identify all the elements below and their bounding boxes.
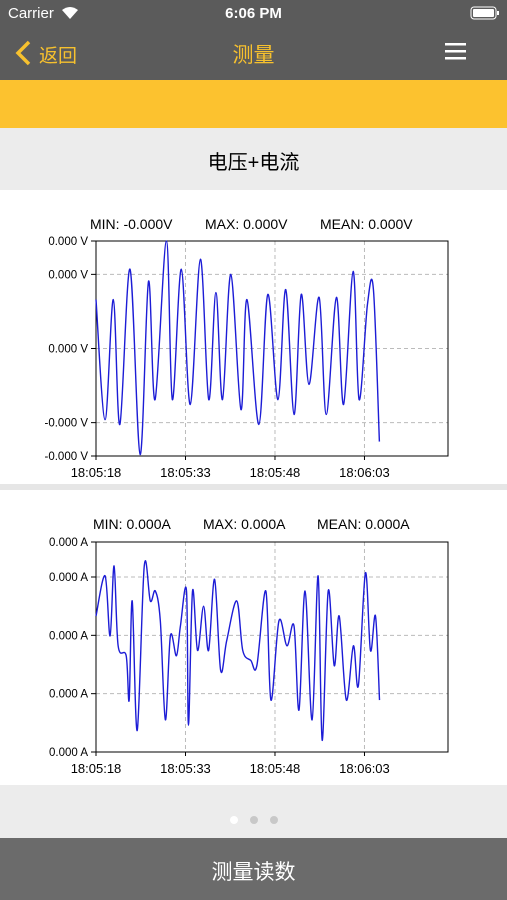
y-tick-label: 0.000 A (49, 689, 88, 701)
data-line (95, 560, 381, 742)
clock: 6:06 PM (225, 5, 282, 22)
stat-label: MIN: 0.000A (93, 516, 171, 532)
page-dots (230, 816, 278, 824)
y-tick-label: -0.000 V (45, 451, 89, 463)
y-tick-label: 0.000 V (48, 269, 88, 281)
y-tick-label: 0.000 A (49, 537, 88, 549)
bottom-button[interactable]: 测量读数 (211, 861, 296, 884)
x-tick-label: 18:06:03 (339, 465, 390, 480)
pager-band (0, 785, 507, 838)
x-tick-label: 18:05:33 (160, 761, 211, 776)
y-tick-label: -0.000 V (45, 418, 89, 430)
back-chevron[interactable] (14, 40, 34, 66)
plot-frame (95, 541, 449, 753)
header (0, 0, 507, 80)
y-tick-label: 0.000 V (48, 236, 88, 248)
x-tick-label: 18:05:48 (250, 465, 301, 480)
stat-label: MEAN: 0.000V (320, 216, 413, 232)
x-tick-label: 18:05:33 (160, 465, 211, 480)
y-tick-label: 0.000 A (49, 572, 88, 584)
yellow-band (0, 80, 507, 128)
data-line (95, 240, 381, 456)
x-tick-label: 18:05:18 (71, 465, 122, 480)
bottom-bar[interactable] (0, 838, 507, 900)
y-tick-label: 0.000 A (49, 630, 88, 642)
y-tick-label: 0.000 V (48, 344, 88, 356)
section-band (0, 128, 507, 190)
plot-frame (95, 240, 449, 457)
menu-button[interactable] (445, 42, 467, 62)
stat-label: MEAN: 0.000A (317, 516, 410, 532)
stat-label: MIN: -0.000V (90, 216, 173, 232)
stat-label: MAX: 0.000A (203, 516, 286, 532)
x-tick-label: 18:06:03 (339, 761, 390, 776)
separator (0, 484, 507, 490)
battery-icon (470, 6, 499, 20)
back-button[interactable]: 返回 (39, 46, 78, 67)
x-tick-label: 18:05:18 (71, 761, 122, 776)
x-tick-label: 18:05:48 (250, 761, 301, 776)
wifi-icon (62, 7, 78, 19)
y-tick-label: 0.000 A (49, 747, 88, 759)
carrier: Carrier (8, 5, 54, 22)
section-title: 电压+电流 (207, 152, 300, 174)
stat-label: MAX: 0.000V (205, 216, 288, 232)
nav-title: 测量 (232, 44, 275, 67)
